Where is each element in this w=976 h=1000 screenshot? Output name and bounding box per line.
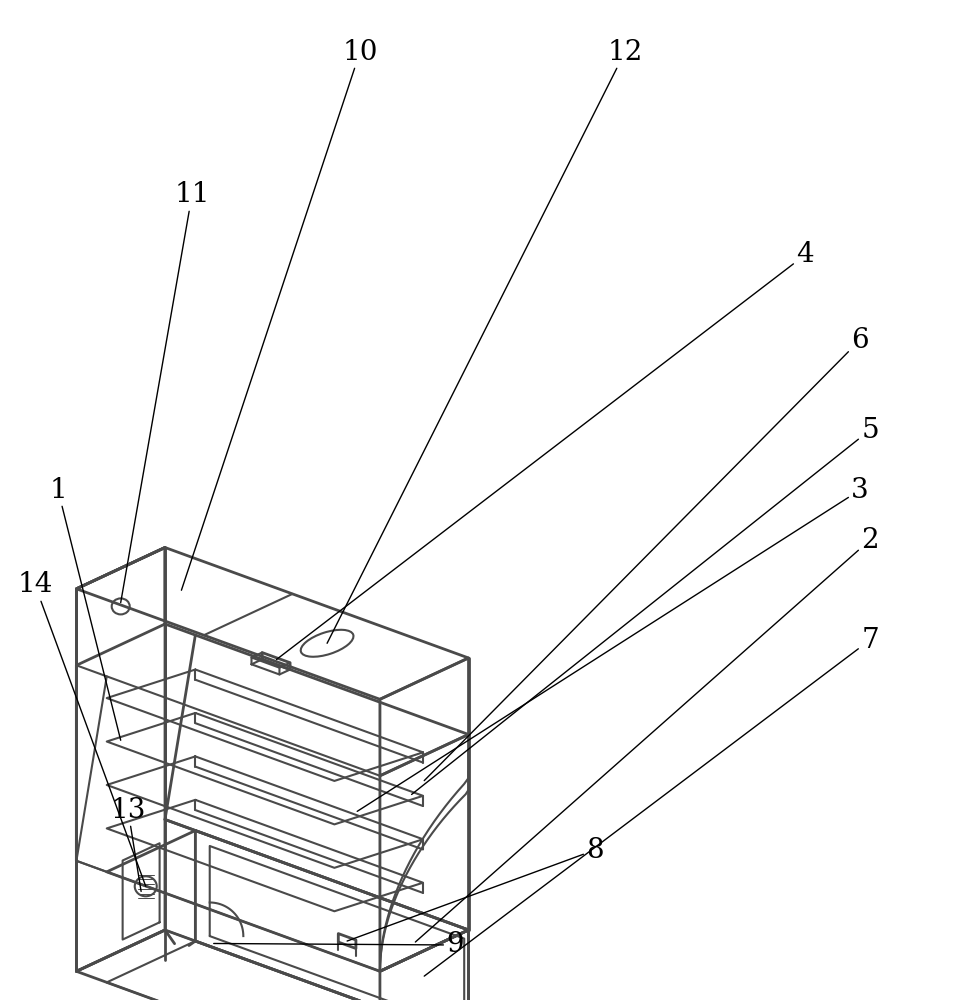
Text: 4: 4 bbox=[276, 241, 814, 659]
Text: 14: 14 bbox=[18, 572, 145, 886]
Text: 5: 5 bbox=[412, 416, 878, 794]
Text: 7: 7 bbox=[425, 626, 878, 976]
Text: 1: 1 bbox=[49, 477, 121, 740]
Text: 13: 13 bbox=[110, 796, 145, 891]
Text: 11: 11 bbox=[121, 182, 210, 603]
Text: 2: 2 bbox=[416, 526, 878, 942]
Text: 9: 9 bbox=[214, 932, 464, 958]
Text: 12: 12 bbox=[327, 38, 642, 643]
Text: 3: 3 bbox=[357, 477, 869, 811]
Text: 10: 10 bbox=[182, 38, 378, 590]
Text: 6: 6 bbox=[425, 326, 869, 781]
Text: 8: 8 bbox=[347, 836, 604, 941]
